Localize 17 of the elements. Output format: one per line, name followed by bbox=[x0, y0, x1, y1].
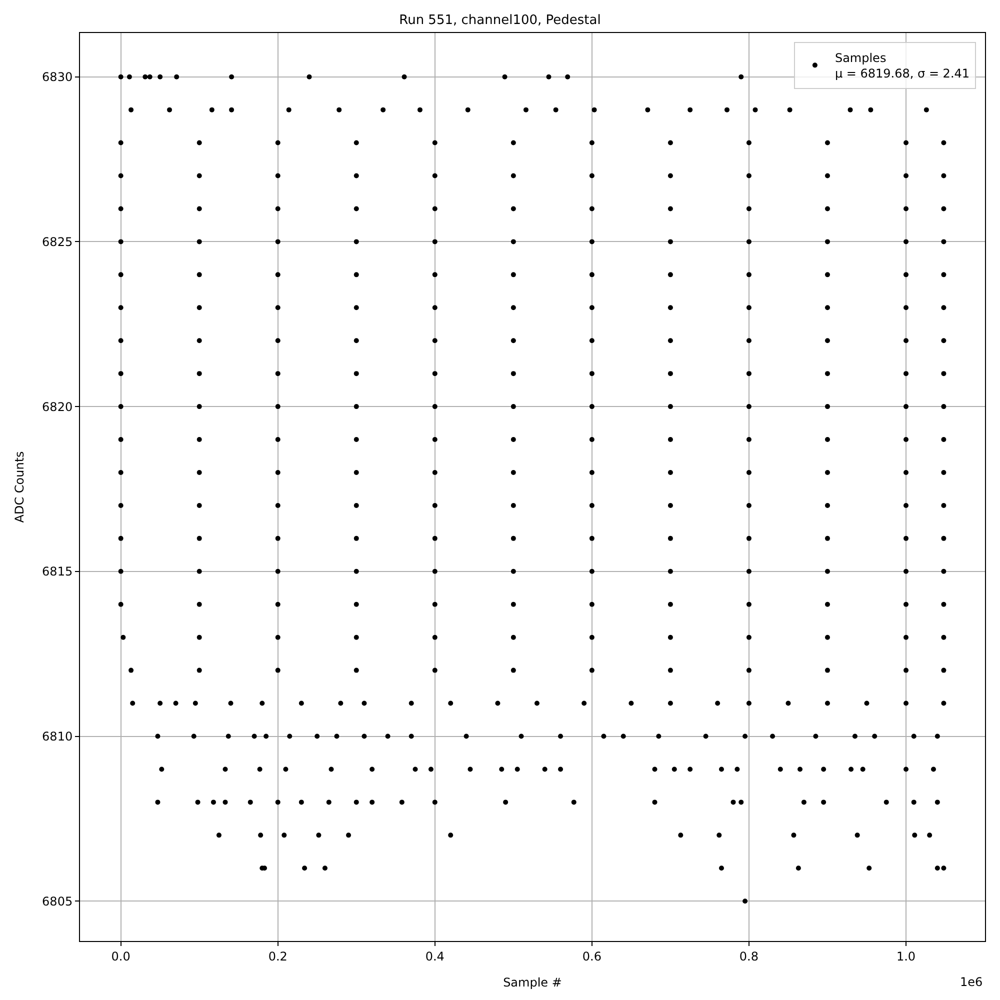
y-tick-label: 6830 bbox=[42, 70, 73, 84]
y-tick-label: 6815 bbox=[42, 564, 73, 579]
x-tick-label: 0.2 bbox=[268, 949, 288, 964]
x-tick-label: 1.0 bbox=[896, 949, 916, 964]
y-axis-title: ADC Counts bbox=[12, 451, 26, 523]
x-tick-label: 0.0 bbox=[111, 949, 130, 964]
y-tick-label: 6810 bbox=[42, 729, 73, 744]
x-tick-label: 0.6 bbox=[582, 949, 602, 964]
x-tick-label: 0.4 bbox=[425, 949, 444, 964]
chart-title: Run 551, channel100, Pedestal bbox=[399, 13, 601, 28]
x-axis-title: Sample # bbox=[503, 975, 562, 990]
y-tick-label: 6820 bbox=[42, 400, 73, 414]
text: 1e6 bbox=[960, 975, 983, 989]
y-tick-label: 6825 bbox=[42, 234, 73, 249]
y-tick-label: 6805 bbox=[42, 894, 73, 908]
legend-label: Samples μ = 6819.68, σ = 2.41 bbox=[834, 51, 970, 81]
x-tick-label: 0.8 bbox=[739, 949, 759, 964]
